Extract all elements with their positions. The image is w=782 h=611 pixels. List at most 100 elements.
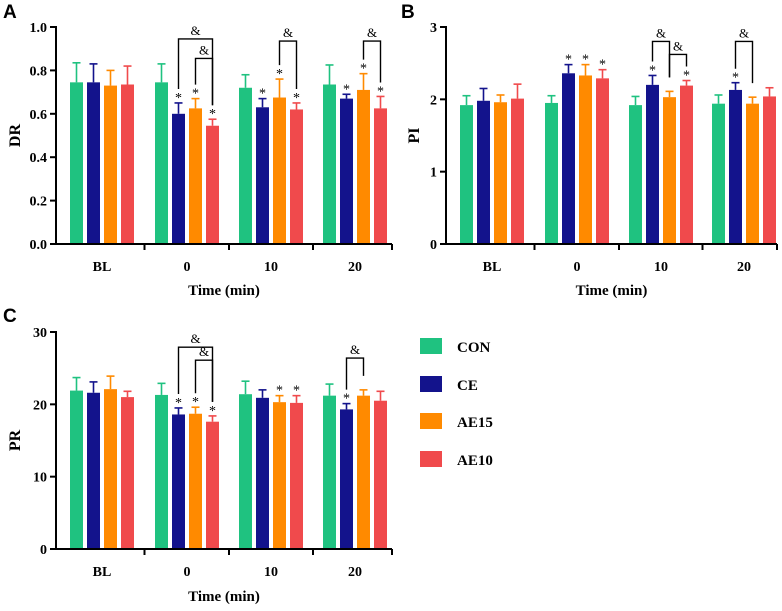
legend-swatch — [420, 376, 442, 392]
panel-label-b: B — [401, 2, 415, 23]
bracket-label: & — [350, 342, 360, 357]
x-tick-label: BL — [93, 565, 112, 580]
bracket-label: & — [673, 38, 683, 53]
bar-ae15-bl — [104, 389, 117, 549]
legend-label: AE15 — [457, 415, 493, 431]
bar-ae10-bl — [511, 99, 524, 244]
y-tick-label: 2 — [430, 93, 437, 108]
y-tick-label: 30 — [33, 326, 47, 341]
legend-item-ae10: AE10 — [420, 451, 493, 469]
x-axis-title: Time (min) — [188, 283, 260, 299]
y-tick-label: 0.4 — [30, 151, 48, 166]
bar-con-20 — [323, 85, 336, 244]
x-tick-label: 10 — [264, 565, 278, 580]
bar-ae10-bl — [121, 85, 134, 244]
bar-ce-10 — [256, 398, 269, 549]
y-axis-title: PI — [406, 128, 423, 144]
error-bar — [715, 95, 723, 104]
bar-ae15-20 — [746, 104, 759, 244]
error-bar — [749, 97, 757, 104]
legend-swatch — [420, 338, 442, 354]
y-tick-label: 0 — [40, 543, 47, 558]
y-tick-label: 0.6 — [30, 108, 48, 123]
significance-star: * — [732, 71, 739, 86]
significance-star: * — [192, 395, 199, 410]
y-tick-label: 0.2 — [30, 195, 48, 210]
bracket-label: & — [283, 25, 293, 40]
bar-ae10-10 — [290, 403, 303, 549]
bar-ce-0 — [172, 414, 185, 549]
x-tick-label: 20 — [348, 565, 362, 580]
bar-ae15-bl — [104, 86, 117, 244]
y-tick-label: 0.0 — [30, 238, 48, 253]
significance-star: * — [649, 63, 656, 78]
significance-star: * — [360, 62, 367, 77]
bar-con-bl — [460, 105, 473, 244]
significance-star: * — [293, 91, 300, 106]
error-bar — [124, 391, 132, 397]
legend-swatch — [420, 451, 442, 467]
significance-star: * — [683, 69, 690, 84]
significance-star: * — [377, 84, 384, 99]
x-tick-label: 20 — [737, 260, 751, 275]
bar-ae10-0 — [596, 78, 609, 244]
legend-label: CON — [457, 340, 491, 356]
error-bar — [360, 390, 368, 396]
error-bar — [259, 390, 267, 398]
bracket-label: & — [190, 23, 200, 38]
y-tick-label: 20 — [33, 398, 47, 413]
bar-con-0 — [155, 82, 168, 244]
bracket-label: & — [199, 42, 209, 57]
x-tick-label: BL — [93, 260, 112, 275]
legend-label: CE — [457, 378, 478, 394]
error-bar — [158, 64, 166, 82]
bar-ae10-10 — [680, 86, 693, 244]
bar-ce-bl — [477, 101, 490, 244]
bracket-label: & — [199, 344, 209, 359]
error-bar — [666, 91, 674, 97]
significance-star: * — [175, 91, 182, 106]
bar-ce-10 — [646, 85, 659, 244]
significance-star: * — [343, 392, 350, 407]
bracket-label: & — [656, 25, 666, 40]
error-bar — [90, 382, 98, 393]
bar-ae10-10 — [290, 109, 303, 244]
bar-ce-0 — [562, 73, 575, 244]
bar-ce-0 — [172, 114, 185, 244]
x-tick-label: 0 — [184, 260, 191, 275]
bar-ce-bl — [87, 82, 100, 244]
bar-con-0 — [155, 395, 168, 549]
error-bar — [73, 63, 81, 83]
y-axis-title: DR — [7, 124, 24, 148]
error-bar — [90, 64, 98, 82]
significance-star: * — [343, 82, 350, 97]
figure: A B C * ********&&& &0.00.20.40.60.81.0BL 0… — [0, 0, 782, 611]
x-tick-label: 10 — [264, 260, 278, 275]
bar-ae15-0 — [189, 414, 202, 549]
error-bar — [548, 96, 556, 103]
y-tick-label: 0 — [430, 238, 437, 253]
bar-ae15-10 — [273, 98, 286, 244]
y-tick-label: 0.8 — [30, 64, 48, 79]
legend-item-ce: CE — [420, 376, 478, 394]
y-tick-label: 10 — [33, 471, 47, 486]
bar-ae10-0 — [206, 422, 219, 549]
bar-ae15-bl — [494, 102, 507, 244]
significance-star: * — [293, 384, 300, 399]
y-tick-label: 3 — [430, 21, 437, 36]
bar-ae15-20 — [357, 396, 370, 549]
x-tick-label: 10 — [654, 260, 668, 275]
bar-ae15-20 — [357, 90, 370, 244]
chart-panel-a: * ********&&& &0.00.20.40.60.81.0BL 0 10 20Ti… — [7, 21, 392, 299]
significance-star: * — [209, 404, 216, 419]
error-bar — [766, 88, 774, 97]
y-axis-title: PR — [7, 429, 24, 451]
bar-ae10-20 — [374, 108, 387, 244]
significance-star: * — [582, 53, 589, 68]
x-axis-title: Time (min) — [576, 283, 648, 299]
bar-ae10-bl — [121, 397, 134, 549]
significance-star: * — [565, 53, 572, 68]
x-tick-label: 0 — [184, 565, 191, 580]
bar-ce-20 — [340, 409, 353, 549]
